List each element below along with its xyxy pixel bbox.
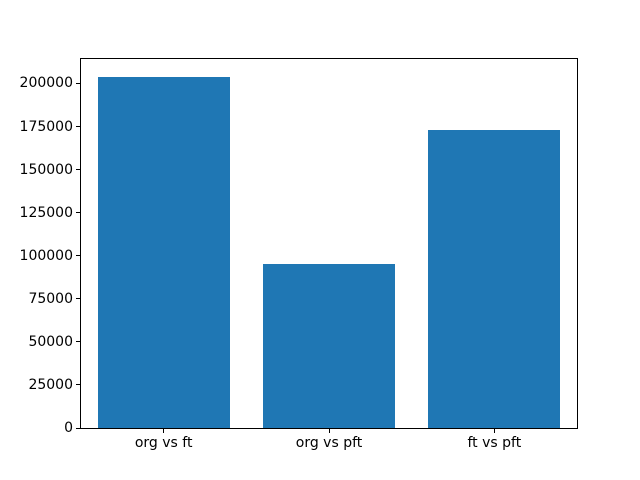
y-tick-mark [76,298,80,300]
bar-org-vs-ft [97,76,230,428]
x-tick-label: org vs ft [134,435,193,451]
x-tick-label: org vs pft [295,435,363,451]
y-tick-mark [76,126,80,128]
y-tick-label: 125000 [19,204,73,221]
y-tick-mark [76,82,80,84]
y-tick-label: 175000 [19,118,73,135]
y-tick-mark [76,384,80,386]
x-tick-mark [328,429,330,433]
y-tick-label: 200000 [19,75,73,92]
bar-ft-vs-pft [428,129,561,428]
y-tick-label: 75000 [28,290,73,307]
x-tick-mark [163,429,165,433]
y-tick-mark [76,255,80,257]
bar-org-vs-pft [262,264,396,428]
x-tick-label: ft vs pft [467,435,522,451]
y-tick-mark [76,341,80,343]
y-tick-label: 100000 [19,247,73,264]
x-tick-mark [493,429,495,433]
y-tick-label: 150000 [19,161,73,178]
y-tick-label: 50000 [28,333,73,350]
y-tick-mark [76,212,80,214]
y-tick-mark [76,169,80,171]
plot-area: 0 25000 50000 75000 100000 125000 150000 175000… [20,58,578,450]
y-tick-label: 0 [64,420,73,436]
y-tick-label: 25000 [28,376,73,393]
y-tick-mark [76,427,80,429]
